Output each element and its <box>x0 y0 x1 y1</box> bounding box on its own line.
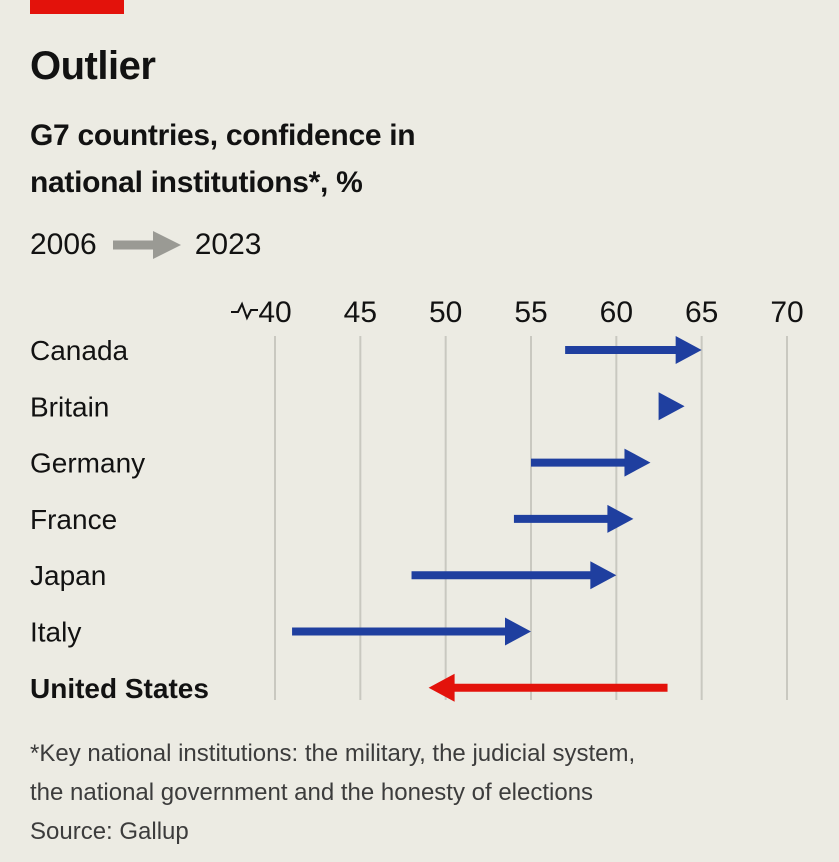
arrow-head <box>658 392 685 421</box>
arrow-head <box>624 448 651 477</box>
category-label: Italy <box>30 617 81 648</box>
x-tick-label: 55 <box>514 296 547 329</box>
source-note: Source: Gallup <box>30 818 189 845</box>
footnote-line-1: *Key national institutions: the military… <box>30 740 636 767</box>
x-tick-label: 50 <box>429 296 462 329</box>
arrow-chart: 40 45 50 55 60 65 70 Canada Britain Germany France… <box>0 280 839 710</box>
x-tick-label: 70 <box>770 296 803 329</box>
category-label: Germany <box>30 448 145 479</box>
legend-end-year: 2023 <box>194 228 262 261</box>
legend-arrow-icon <box>112 230 181 260</box>
arrow-head <box>675 336 702 364</box>
arrow-chart-plot: 40 45 50 55 60 65 70 Canada Britain Germany France… <box>30 296 804 704</box>
chart-title: Outlier <box>30 44 156 88</box>
axis-break-icon <box>231 301 258 321</box>
category-label: France <box>30 504 117 535</box>
x-tick-label: 60 <box>600 296 633 329</box>
chart-legend: 2006 2023 <box>30 222 262 268</box>
arrow-head <box>590 561 617 590</box>
x-tick-label: 65 <box>685 296 718 329</box>
chart-subtitle-line-2: national institutions*, % <box>30 166 363 199</box>
category-label: Canada <box>30 335 129 366</box>
x-tick-label: 40 <box>258 296 291 329</box>
arrow-head <box>607 504 634 533</box>
category-label: United States <box>30 673 209 704</box>
x-tick-label: 45 <box>344 296 377 329</box>
chart-footnote: *Key national institutions: the military… <box>30 734 830 851</box>
legend-start-year: 2006 <box>30 228 97 261</box>
chart-subtitle: G7 countries, confidence in national ins… <box>30 112 590 206</box>
brand-tag <box>30 0 124 14</box>
arrow-head <box>428 673 455 702</box>
arrow-head <box>505 617 531 646</box>
chart-subtitle-line-1: G7 countries, confidence in <box>30 119 416 152</box>
category-label: Britain <box>30 391 109 422</box>
footnote-line-2: the national government and the honesty … <box>30 779 594 806</box>
category-label: Japan <box>30 560 106 591</box>
